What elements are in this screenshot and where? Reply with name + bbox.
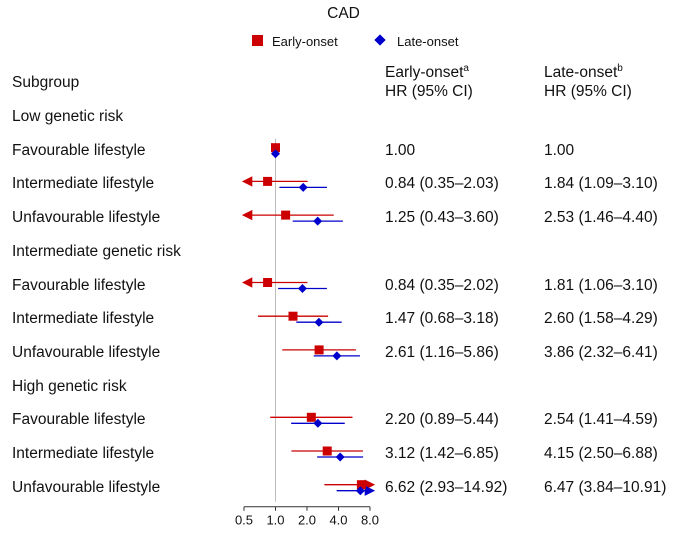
early-onset-point xyxy=(263,278,273,287)
late-onset-header-label: Late-onset xyxy=(544,64,618,81)
x-tick-label: 0.5 xyxy=(235,513,253,528)
early-onset-point xyxy=(314,345,324,355)
late-onset-point xyxy=(313,216,323,226)
row-label: Intermediate lifestyle xyxy=(12,175,155,193)
late-onset-hr-text: 4.15 (2.50–6.88) xyxy=(544,445,658,462)
row-label: Favourable lifestyle xyxy=(12,411,146,429)
late-onset-hr-text: 1.84 (1.09–3.10) xyxy=(544,175,658,193)
early-onset-point xyxy=(322,446,332,456)
chart-title: CAD xyxy=(327,5,360,22)
group-label: Intermediate genetic risk xyxy=(12,242,181,260)
early-onset-hr-text: 3.12 (1.42–6.85) xyxy=(385,445,499,462)
late-onset-hr-text: 2.60 (1.58–4.29) xyxy=(544,310,658,328)
row-label: Unfavourable lifestyle xyxy=(12,478,161,496)
late-onset-hr-text: 2.54 (1.41–4.59) xyxy=(544,411,658,429)
late-onset-point xyxy=(335,452,345,462)
late-onset-hr-text: 6.47 (3.84–10.91) xyxy=(544,478,667,496)
early-onset-hr-text: 1.00 xyxy=(385,141,416,159)
early-onset-point xyxy=(271,143,280,153)
late-onset-point xyxy=(355,486,365,496)
row-label: Unfavourable lifestyle xyxy=(12,209,161,227)
early-onset-point xyxy=(281,210,291,220)
row-label: Favourable lifestyle xyxy=(12,276,146,294)
late-onset-point xyxy=(313,418,323,428)
early-onset-header-hr: HR (95% CI) xyxy=(385,83,473,100)
late-onset-header: Late-onsetb HR (95% CI) xyxy=(544,59,632,101)
x-tick-label: 1.0 xyxy=(266,513,284,528)
legend-late-onset-label: Late-onset xyxy=(397,34,459,49)
early-onset-hr-text: 2.61 (1.16–5.86) xyxy=(385,343,499,361)
x-tick-label: 8.0 xyxy=(361,513,379,528)
late-onset-header-hr: HR (95% CI) xyxy=(544,83,632,100)
early-onset-point xyxy=(263,176,273,186)
early-onset-hr-text: 1.47 (0.68–3.18) xyxy=(385,310,499,328)
early-onset-point xyxy=(306,412,316,422)
early-onset-hr-text: 6.62 (2.93–14.92) xyxy=(385,478,508,496)
early-onset-header: Early-onseta HR (95% CI) xyxy=(385,59,473,101)
legend-early-onset-label: Early-onset xyxy=(272,34,338,49)
late-onset-hr-text: 1.00 xyxy=(544,141,575,159)
early-onset-point xyxy=(356,480,366,490)
early-onset-hr-text: 2.20 (0.89–5.44) xyxy=(385,411,499,429)
late-onset-point xyxy=(298,182,308,192)
x-tick-label: 2.0 xyxy=(298,513,316,528)
row-label: Intermediate lifestyle xyxy=(12,310,155,328)
x-tick-label: 4.0 xyxy=(329,513,347,528)
row-label: Unfavourable lifestyle xyxy=(12,343,161,361)
late-onset-hr-text: 3.86 (2.32–6.41) xyxy=(544,343,658,361)
late-onset-point xyxy=(314,317,324,327)
subgroup-header: Subgroup xyxy=(12,74,80,91)
late-onset-hr-text: 1.81 (1.06–3.10) xyxy=(544,276,658,294)
group-label: High genetic risk xyxy=(12,377,127,395)
late-onset-point xyxy=(332,351,342,361)
late-onset-point xyxy=(271,149,280,159)
late-onset-footnote-mark: b xyxy=(617,63,623,74)
early-onset-point xyxy=(288,311,298,321)
early-onset-hr-text: 0.84 (0.35–2.03) xyxy=(385,175,499,193)
early-onset-hr-text: 0.84 (0.35–2.02) xyxy=(385,276,499,294)
early-onset-hr-text: 1.25 (0.43–3.60) xyxy=(385,209,499,227)
late-onset-point xyxy=(297,284,307,293)
early-onset-footnote-mark: a xyxy=(463,63,469,74)
legend-early-onset-marker xyxy=(252,35,263,46)
row-label: Favourable lifestyle xyxy=(12,141,146,159)
row-label: Intermediate lifestyle xyxy=(12,445,155,462)
group-label: Low genetic risk xyxy=(12,108,124,125)
early-onset-header-label: Early-onset xyxy=(385,64,464,81)
late-onset-hr-text: 2.53 (1.46–4.40) xyxy=(544,209,658,227)
